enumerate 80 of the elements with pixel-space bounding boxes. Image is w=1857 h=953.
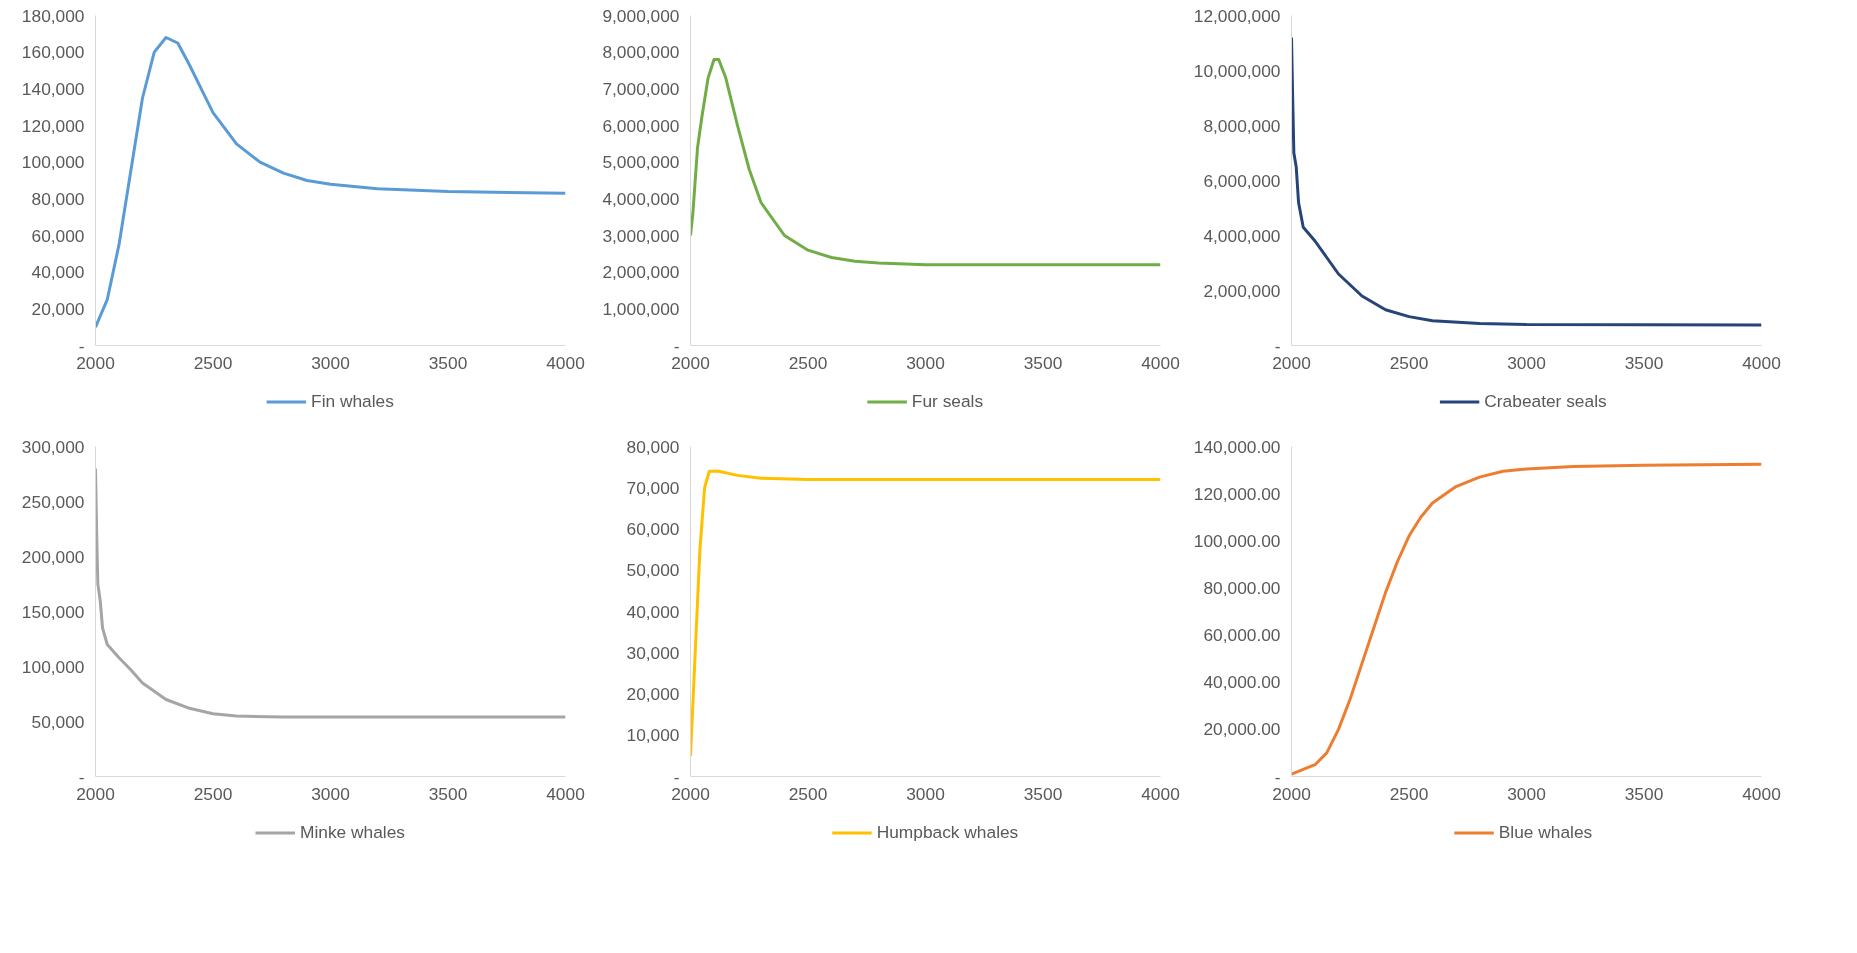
x-tick-label: 3500 <box>1624 352 1664 373</box>
x-tick-label: 2500 <box>193 783 233 804</box>
x-tick-label: 2500 <box>1389 352 1429 373</box>
y-tick-label: 40,000 <box>31 262 85 283</box>
x-tick-label: 3000 <box>906 783 945 804</box>
x-tick-label: 3500 <box>1624 783 1664 804</box>
y-tick-label: 4,000,000 <box>1203 225 1281 246</box>
x-tick-label: 4000 <box>1141 783 1180 804</box>
y-tick-label: 120,000.00 <box>1193 483 1281 504</box>
x-tick-label: 4000 <box>546 352 585 373</box>
y-tick-label: 80,000 <box>626 436 680 457</box>
y-tick-label: 120,000 <box>21 115 85 136</box>
y-tick-label: 60,000 <box>626 519 680 539</box>
y-tick-label: 20,000.00 <box>1203 719 1281 740</box>
x-tick-label: 3000 <box>311 783 350 804</box>
y-tick-label: 60,000 <box>31 225 85 246</box>
legend-label: Fin whales <box>311 390 394 412</box>
y-tick-label: 8,000,000 <box>602 42 680 63</box>
x-tick-label: 3500 <box>428 352 468 373</box>
y-tick-label: 60,000.00 <box>1203 625 1281 646</box>
y-tick-label: 4,000,000 <box>602 188 680 209</box>
y-tick-label: 1,000,000 <box>602 298 680 319</box>
x-tick-label: 3000 <box>311 352 350 373</box>
y-tick-label: 20,000 <box>626 684 680 704</box>
y-tick-label: 2,000,000 <box>1203 280 1281 301</box>
y-tick-label: 80,000.00 <box>1203 577 1281 598</box>
y-tick-label: 50,000 <box>626 560 680 581</box>
x-tick-label: 2500 <box>193 352 233 373</box>
legend-label: Minke whales <box>300 821 405 843</box>
y-tick-label: 3,000,000 <box>602 225 680 246</box>
y-tick-label: 40,000.00 <box>1203 672 1281 693</box>
y-tick-label: 180,000 <box>21 5 85 26</box>
line-series <box>690 469 1161 758</box>
y-tick-label: 2,000,000 <box>602 262 680 283</box>
legend-label: Humpback whales <box>876 821 1019 843</box>
line-series <box>95 467 566 719</box>
y-tick-label: 6,000,000 <box>1203 170 1281 191</box>
y-tick-label: 10,000,000 <box>1193 60 1281 81</box>
x-tick-label: 4000 <box>546 783 585 804</box>
y-tick-label: 200,000 <box>21 546 85 567</box>
line-series <box>690 58 1161 267</box>
y-tick-label: 100,000.00 <box>1193 530 1281 551</box>
y-tick-label: 9,000,000 <box>602 5 680 26</box>
y-tick-label: 100,000 <box>21 656 85 677</box>
y-tick-label: 160,000 <box>21 42 85 63</box>
y-tick-label: 6,000,000 <box>602 115 680 136</box>
x-tick-label: 3000 <box>1507 783 1546 804</box>
y-tick-label: 7,000,000 <box>602 78 680 99</box>
y-tick-label: 50,000 <box>31 711 85 732</box>
y-tick-label: 40,000 <box>626 601 680 622</box>
y-tick-label: 20,000 <box>31 298 85 319</box>
x-tick-label: 3500 <box>1023 783 1063 804</box>
x-tick-label: 2500 <box>788 352 828 373</box>
legend-label: Crabeater seals <box>1484 390 1607 412</box>
x-tick-label: 4000 <box>1141 352 1180 373</box>
y-tick-label: 80,000 <box>31 188 85 209</box>
legend-label: Fur seals <box>911 390 984 412</box>
y-tick-label: 8,000,000 <box>1203 115 1281 136</box>
x-tick-label: 3500 <box>428 783 468 804</box>
y-tick-label: 10,000 <box>626 725 680 746</box>
y-tick-label: 30,000 <box>626 642 680 663</box>
line-series <box>1291 36 1762 327</box>
x-tick-label: 3000 <box>906 352 945 373</box>
x-tick-label: 2500 <box>788 783 828 804</box>
line-series <box>95 36 566 329</box>
x-tick-label: 3000 <box>1507 352 1546 373</box>
x-tick-label: 4000 <box>1742 783 1781 804</box>
y-tick-label: 140,000 <box>21 78 85 99</box>
y-tick-label: 150,000 <box>21 601 85 622</box>
legend-label: Blue whales <box>1498 821 1593 843</box>
x-tick-label: 3500 <box>1023 352 1063 373</box>
y-tick-label: 300,000 <box>21 436 85 457</box>
y-tick-label: 100,000 <box>21 152 85 173</box>
y-tick-label: 140,000.00 <box>1193 436 1281 457</box>
y-tick-label: 12,000,000 <box>1193 5 1281 26</box>
x-tick-label: 2500 <box>1389 783 1429 804</box>
y-tick-label: 5,000,000 <box>602 152 680 173</box>
y-tick-label: 250,000 <box>21 491 85 512</box>
x-tick-label: 4000 <box>1742 352 1781 373</box>
y-tick-label: 70,000 <box>626 477 680 498</box>
